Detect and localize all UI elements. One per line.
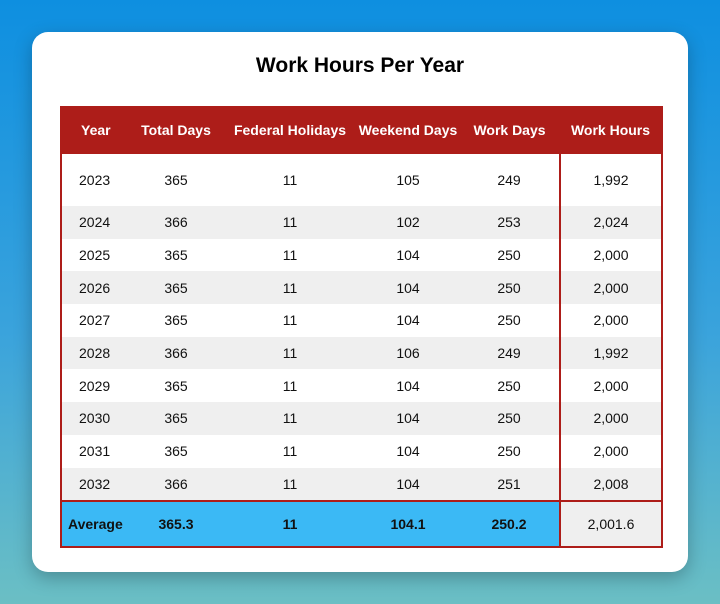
- work-days-cell: 250: [459, 369, 560, 403]
- work-hours-cell: 2,008: [559, 467, 663, 502]
- work-hours-cell: 1,992: [559, 336, 663, 370]
- header-total-days: Total Days: [129, 106, 223, 154]
- federal-holidays-cell: 11: [223, 369, 357, 403]
- work-days-cell: 250: [459, 238, 560, 272]
- federal-holidays-cell: 11: [223, 238, 357, 272]
- weekend-days-cell: 104: [357, 402, 459, 435]
- work-hours-cell: 2,000: [559, 369, 663, 403]
- average-row: Average 365.3 11 104.1 250.2 2,001.6: [60, 500, 663, 549]
- work-hours-table: Year Total Days Federal Holidays Weekend…: [60, 106, 663, 549]
- total-days-cell: 365: [129, 271, 223, 305]
- average-label: Average: [60, 500, 129, 549]
- weekend-days-cell: 102: [357, 206, 459, 239]
- weekend-days-cell: 104: [357, 369, 459, 403]
- work-days-cell: 249: [459, 336, 560, 370]
- federal-holidays-cell: 11: [223, 271, 357, 305]
- weekend-days-cell: 104: [357, 271, 459, 305]
- header-row: Year Total Days Federal Holidays Weekend…: [60, 106, 663, 154]
- work-days-cell: 249: [459, 154, 560, 206]
- year-cell: 2029: [60, 369, 129, 403]
- work-hours-cell: 2,024: [559, 206, 663, 239]
- table-row: 2030 365 11 104 250 2,000: [60, 402, 663, 435]
- average-work-hours: 2,001.6: [559, 500, 663, 549]
- year-cell: 2030: [60, 402, 129, 435]
- work-days-cell: 253: [459, 206, 560, 239]
- header-weekend-days: Weekend Days: [357, 106, 459, 154]
- total-days-cell: 365: [129, 238, 223, 272]
- table-row: 2031 365 11 104 250 2,000: [60, 434, 663, 468]
- table-body: 2023 365 11 105 249 1,992 2024 366 11 102 253 2,024…: [60, 154, 663, 502]
- average-federal-holidays: 11: [223, 500, 357, 549]
- year-cell: 2028: [60, 336, 129, 370]
- work-days-cell: 250: [459, 434, 560, 468]
- federal-holidays-cell: 11: [223, 434, 357, 468]
- federal-holidays-cell: 11: [223, 154, 357, 206]
- weekend-days-cell: 104: [357, 434, 459, 468]
- weekend-days-cell: 104: [357, 304, 459, 337]
- total-days-cell: 365: [129, 304, 223, 337]
- work-hours-cell: 2,000: [559, 271, 663, 305]
- total-days-cell: 366: [129, 336, 223, 370]
- total-days-cell: 365: [129, 402, 223, 435]
- work-hours-cell: 2,000: [559, 304, 663, 337]
- average-work-days: 250.2: [459, 500, 560, 549]
- federal-holidays-cell: 11: [223, 336, 357, 370]
- work-days-cell: 250: [459, 402, 560, 435]
- header-work-days: Work Days: [459, 106, 560, 154]
- work-hours-cell: 2,000: [559, 238, 663, 272]
- table-row: 2024 366 11 102 253 2,024: [60, 206, 663, 239]
- work-hours-cell: 1,992: [559, 154, 663, 206]
- year-cell: 2032: [60, 467, 129, 502]
- table-row: 2025 365 11 104 250 2,000: [60, 238, 663, 272]
- table-row: 2026 365 11 104 250 2,000: [60, 271, 663, 305]
- federal-holidays-cell: 11: [223, 206, 357, 239]
- table-footer: Average 365.3 11 104.1 250.2 2,001.6: [60, 500, 663, 549]
- total-days-cell: 365: [129, 434, 223, 468]
- header-work-hours: Work Hours: [560, 106, 663, 154]
- weekend-days-cell: 104: [357, 238, 459, 272]
- table-header: Year Total Days Federal Holidays Weekend…: [60, 106, 663, 154]
- work-days-cell: 251: [459, 467, 560, 502]
- table-row: 2032 366 11 104 251 2,008: [60, 467, 663, 502]
- year-cell: 2025: [60, 238, 129, 272]
- weekend-days-cell: 106: [357, 336, 459, 370]
- average-weekend-days: 104.1: [357, 500, 459, 549]
- year-cell: 2027: [60, 304, 129, 337]
- total-days-cell: 366: [129, 206, 223, 239]
- work-days-cell: 250: [459, 271, 560, 305]
- total-days-cell: 365: [129, 154, 223, 206]
- weekend-days-cell: 104: [357, 467, 459, 502]
- federal-holidays-cell: 11: [223, 304, 357, 337]
- total-days-cell: 365: [129, 369, 223, 403]
- year-cell: 2023: [60, 154, 129, 206]
- header-federal-holidays: Federal Holidays: [223, 106, 357, 154]
- total-days-cell: 366: [129, 467, 223, 502]
- table-row: 2023 365 11 105 249 1,992: [60, 154, 663, 206]
- table-row: 2027 365 11 104 250 2,000: [60, 304, 663, 337]
- table-row: 2028 366 11 106 249 1,992: [60, 336, 663, 370]
- federal-holidays-cell: 11: [223, 402, 357, 435]
- year-cell: 2026: [60, 271, 129, 305]
- page-title: Work Hours Per Year: [255, 54, 465, 77]
- average-total-days: 365.3: [129, 500, 223, 549]
- federal-holidays-cell: 11: [223, 467, 357, 502]
- work-hours-cell: 2,000: [559, 434, 663, 468]
- header-year: Year: [60, 106, 129, 154]
- year-cell: 2031: [60, 434, 129, 468]
- table-row: 2029 365 11 104 250 2,000: [60, 369, 663, 403]
- year-cell: 2024: [60, 206, 129, 239]
- weekend-days-cell: 105: [357, 154, 459, 206]
- work-days-cell: 250: [459, 304, 560, 337]
- work-hours-cell: 2,000: [559, 402, 663, 435]
